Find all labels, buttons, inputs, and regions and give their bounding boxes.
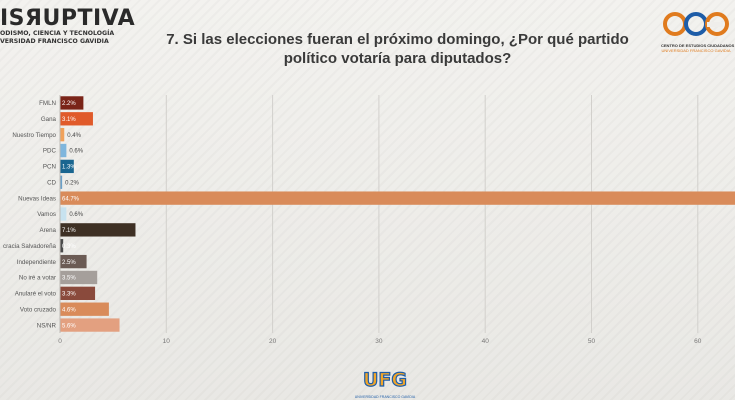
category-label: cracia Salvadoreña [3,243,57,250]
cec-logo-icon [663,12,729,36]
data-label: 2.2% [62,101,76,107]
ufg-logo-icon: UFG [362,368,407,391]
data-label: 2.5% [62,260,76,266]
cec-logo: CENTRO DE ESTUDIOS CIUDADANOS UNIVERSIDA… [661,10,735,53]
bar [60,286,96,300]
ufg-logo: UFG UNIVERSIDAD FRANCISCO GAVIDIA [350,368,420,399]
title-line-1: 7. Si las elecciones fueran el próximo d… [166,31,629,48]
bar [60,302,109,316]
ufg-logo-subtext: UNIVERSIDAD FRANCISCO GAVIDIA [354,395,416,399]
bar [60,270,98,285]
x-tick-label: 30 [375,338,383,345]
category-label: Arena [39,227,56,234]
category-label: Nuevas Ideas [18,195,56,202]
data-label: 0.4% [67,133,81,139]
data-label: 3.3% [62,292,76,298]
category-label: Anularé el voto [15,291,57,298]
bar [60,159,74,174]
ufg-logo-text: UFG [363,369,407,390]
bar [60,112,93,126]
x-tick-label: 10 [163,338,171,345]
x-tick-label: 60 [694,338,702,345]
bar [60,318,120,332]
brand-university: VERSIDAD FRANCISCO GAVIDIA [0,38,109,45]
bar [60,254,87,269]
category-label: No iré a votar [19,275,56,282]
data-label: 1.3% [62,165,76,171]
page-title: 7. Si las elecciones fueran el próximo d… [115,30,680,68]
category-label: PDC [43,148,57,155]
bar [60,175,63,189]
title-line-2: político votaría para diputados? [283,50,512,67]
x-tick-label: 20 [269,338,277,345]
category-label: Gana [41,116,57,123]
data-label: 0.6% [69,149,83,155]
cec-logo-text: CENTRO DE ESTUDIOS CIUDADANOS [661,43,735,48]
data-label: 0.6% [69,212,83,218]
category-label: CD [47,179,56,186]
bar [60,207,67,221]
x-tick-label: 50 [588,338,596,345]
bar [60,191,735,205]
data-label: 3.5% [62,276,76,282]
brand-text: ISЯUPTIVA [0,6,136,31]
category-label: PCN [43,164,56,171]
data-label: 0.2% [65,180,79,186]
x-tick-label: 0 [58,338,62,345]
category-label: Voto cruzado [20,306,57,313]
data-label: 4.6% [62,307,76,313]
bar-chart: 0 10 20 30 40 50 60 FMLN 2.2% Gana 3.1% Nuestro Tie… [3,95,735,345]
category-label: Independiente [17,259,57,266]
disruptiva-logo: ISЯUPTIVA ODISMO, CIENCIA Y TECNOLOGÍA V… [0,6,136,46]
brand-tagline: ODISMO, CIENCIA Y TECNOLOGÍA [0,30,115,37]
bar [60,128,65,142]
data-label: 3.1% [62,117,76,123]
category-label: Vamos [37,211,56,218]
data-label: 7.1% [62,228,76,234]
bar [60,223,136,237]
category-label: NS/NR [37,322,57,329]
data-label: 0.3% [62,244,76,250]
data-label: 64.7% [62,196,80,202]
bar [60,96,84,110]
x-tick-label: 40 [482,338,490,345]
bar [60,143,67,158]
data-label: 5.6% [62,323,76,329]
cec-logo-subtext: UNIVERSIDAD FRANCISCO GAVIDIA [661,48,731,53]
category-label: Nuestro Tiempo [12,132,56,139]
bar [60,239,64,253]
category-label: FMLN [39,100,56,107]
